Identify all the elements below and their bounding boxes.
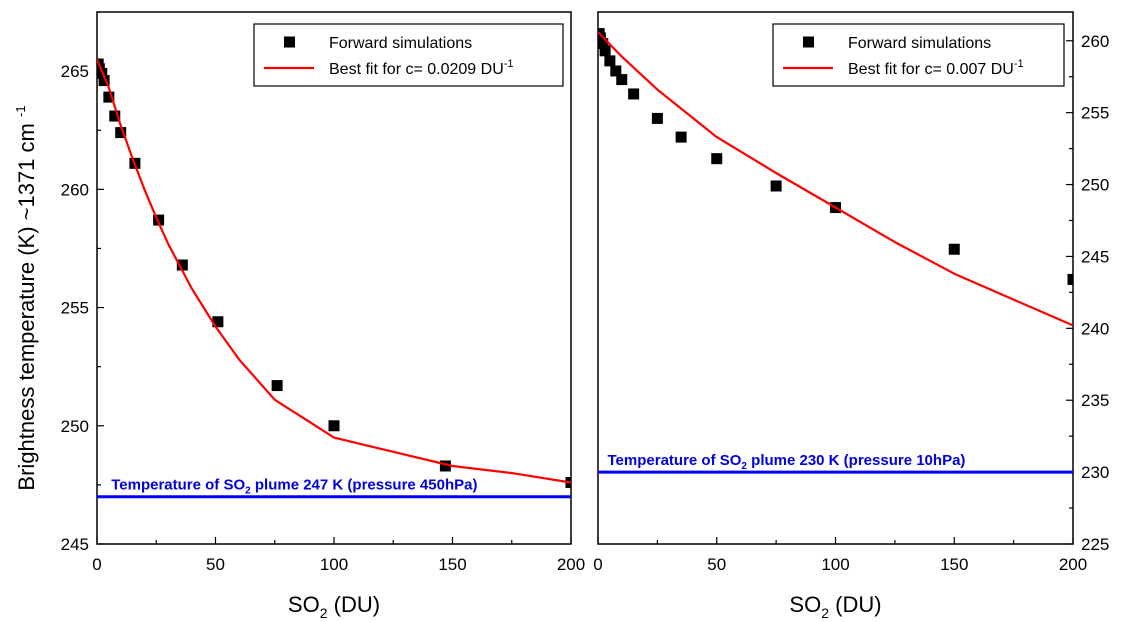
- y-tick-label: 225: [1081, 535, 1109, 554]
- x-tick-label: 100: [821, 555, 849, 574]
- data-point-marker: [328, 420, 340, 432]
- legend-marker-swatch: [803, 36, 814, 48]
- data-point-marker: [598, 32, 606, 44]
- x-axis-title-sub: 2: [821, 605, 829, 621]
- y-axis-title-sup: -1: [13, 105, 28, 117]
- legend-marker-swatch: [284, 36, 295, 48]
- x-axis-title-main: SO: [789, 592, 821, 617]
- y-tick-label: 230: [1081, 463, 1109, 482]
- y-tick-label: 245: [61, 535, 89, 554]
- data-point-marker: [711, 153, 723, 165]
- data-point-marker: [770, 180, 782, 192]
- plot-data: [598, 28, 1073, 327]
- data-point-marker: [628, 88, 640, 100]
- x-tick-label: 100: [320, 555, 348, 574]
- y-tick-label: 250: [61, 417, 89, 436]
- x-axis-title-tail: (DU): [328, 592, 381, 617]
- data-point-marker: [599, 45, 611, 57]
- legend-label: Best fit for c= 0.0209 DU-1: [329, 58, 514, 78]
- y-tick-label: 255: [61, 299, 89, 318]
- plot-data: [97, 58, 571, 489]
- x-tick-label: 0: [593, 555, 602, 574]
- legend-label-sup: -1: [504, 58, 514, 70]
- data-point-marker: [103, 91, 115, 103]
- legend-label: Best fit for c= 0.007 DU-1: [848, 58, 1024, 78]
- plume-label-prefix: Temperature of SO: [111, 477, 245, 494]
- x-tick-label: 150: [438, 555, 466, 574]
- data-point-marker: [176, 259, 188, 271]
- data-point-marker: [651, 112, 663, 124]
- legend-label: Forward simulations: [329, 35, 472, 52]
- data-point-marker: [604, 55, 616, 67]
- x-axis-title: SO2 (DU): [789, 592, 881, 621]
- plume-temperature-label: Temperature of SO2 plume 230 K (pressure…: [608, 452, 966, 472]
- data-point-marker: [98, 75, 110, 87]
- legend-box: [253, 23, 564, 87]
- legend-label-main: Forward simulations: [329, 35, 472, 52]
- data-point-marker: [109, 110, 121, 122]
- x-tick-label: 200: [557, 555, 585, 574]
- data-point-marker: [948, 243, 960, 255]
- data-point-marker: [115, 127, 127, 139]
- data-point-marker: [212, 316, 224, 328]
- y-tick-label: 250: [1081, 176, 1109, 195]
- plume-label-sub: 2: [741, 461, 747, 472]
- x-axis-title: SO2 (DU): [288, 592, 380, 621]
- plume-label-sub: 2: [245, 486, 251, 497]
- x-axis-title-main: SO: [288, 592, 320, 617]
- y-tick-label: 240: [1081, 319, 1109, 338]
- y-tick-label: 265: [61, 62, 89, 81]
- legend-label-main: Best fit for c= 0.0209 DU: [329, 61, 504, 78]
- x-tick-label: 50: [707, 555, 726, 574]
- y-tick-label: 260: [61, 180, 89, 199]
- data-point-marker: [610, 65, 622, 77]
- data-point-marker: [616, 74, 628, 86]
- plume-label-suffix: plume 247 K (pressure 450hPa): [251, 477, 478, 494]
- legend-label-sup: -1: [1014, 58, 1024, 70]
- plume-temperature-label: Temperature of SO2 plume 247 K (pressure…: [111, 477, 477, 497]
- data-point-marker: [271, 380, 283, 392]
- x-tick-label: 50: [206, 555, 225, 574]
- x-tick-label: 0: [92, 555, 101, 574]
- best-fit-line: [598, 31, 1073, 327]
- x-tick-label: 200: [1059, 555, 1087, 574]
- y-tick-label: 255: [1081, 104, 1109, 123]
- plume-label-suffix: plume 230 K (pressure 10hPa): [747, 452, 965, 469]
- y-axis-title: Brightness temperature (K) ~1371 cm -1: [13, 105, 39, 490]
- x-axis-title-sub: 2: [320, 605, 328, 621]
- legend-label-main: Best fit for c= 0.007 DU: [848, 61, 1014, 78]
- x-axis-title-tail: (DU): [829, 592, 882, 617]
- data-point-marker: [153, 214, 165, 226]
- y-axis-title-main: Brightness temperature (K) ~1371 cm: [14, 123, 39, 490]
- data-point-marker: [598, 38, 609, 50]
- data-point-marker: [1067, 273, 1073, 285]
- legend-label-main: Forward simulations: [848, 35, 991, 52]
- y-tick-label: 260: [1081, 32, 1109, 51]
- y-tick-label: 235: [1081, 391, 1109, 410]
- data-point-marker: [675, 131, 687, 143]
- plume-label-prefix: Temperature of SO: [608, 452, 742, 469]
- y-tick-label: 245: [1081, 247, 1109, 266]
- data-point-marker: [439, 460, 451, 472]
- legend-label: Forward simulations: [848, 35, 991, 52]
- legend: Forward simulations Best fit for c= 0.020…: [253, 23, 564, 87]
- plot-frame: [96, 11, 572, 545]
- legend-box: [772, 23, 1065, 87]
- legend: Forward simulations Best fit for c= 0.007…: [772, 23, 1065, 87]
- x-tick-label: 150: [940, 555, 968, 574]
- best-fit-line: [97, 58, 571, 484]
